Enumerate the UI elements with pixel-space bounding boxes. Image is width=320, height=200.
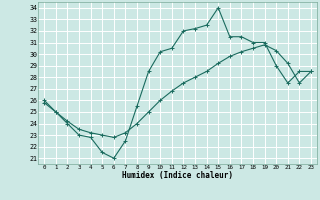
X-axis label: Humidex (Indice chaleur): Humidex (Indice chaleur) <box>122 171 233 180</box>
